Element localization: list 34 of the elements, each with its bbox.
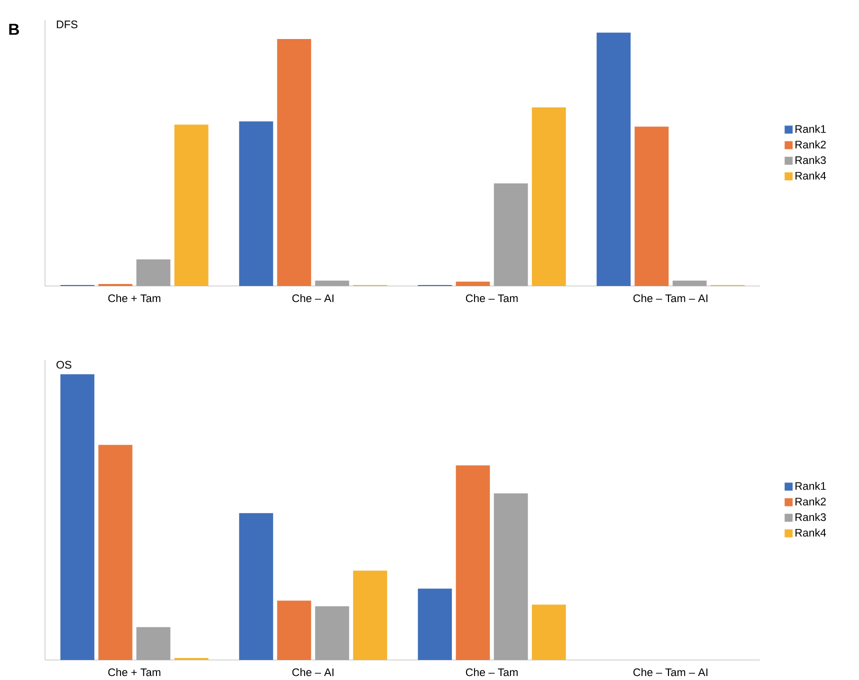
x-tick-label: Che – Tam – AI xyxy=(633,668,708,676)
bar xyxy=(353,570,388,660)
bar xyxy=(174,124,208,286)
x-tick-label: Che – Tam – AI xyxy=(633,294,708,302)
bar xyxy=(277,600,312,660)
legend-label: Rank3 xyxy=(796,513,826,522)
legend-label: Rank3 xyxy=(796,156,826,164)
legend-label: Rank1 xyxy=(796,124,826,133)
bar xyxy=(239,121,274,286)
bar xyxy=(532,604,566,660)
bar xyxy=(60,374,94,660)
x-tick-label: Che + Tam xyxy=(108,668,160,676)
legend-label: Rank4 xyxy=(796,528,826,537)
bar xyxy=(239,513,274,660)
legend-label: Rank1 xyxy=(796,482,826,490)
x-tick-label: Che – AI xyxy=(292,294,334,302)
legend-label: Rank2 xyxy=(796,498,826,506)
x-tick-label: Che + Tam xyxy=(108,294,160,302)
bar xyxy=(596,32,631,286)
bar xyxy=(456,282,490,286)
bar xyxy=(532,107,566,286)
bar xyxy=(418,588,452,660)
x-tick-label: Che – AI xyxy=(292,668,334,676)
bar xyxy=(456,466,490,660)
chart-title: DFS xyxy=(56,20,78,28)
legend-label: Rank4 xyxy=(796,172,826,180)
bar xyxy=(98,444,132,660)
x-tick-label: Che – Tam xyxy=(466,668,518,676)
text: B xyxy=(9,24,19,35)
bar xyxy=(634,126,669,286)
legend-label: Rank2 xyxy=(796,140,826,149)
bar xyxy=(277,39,312,286)
chart-title: OS xyxy=(56,360,72,369)
x-tick-label: Che – Tam xyxy=(466,294,518,302)
